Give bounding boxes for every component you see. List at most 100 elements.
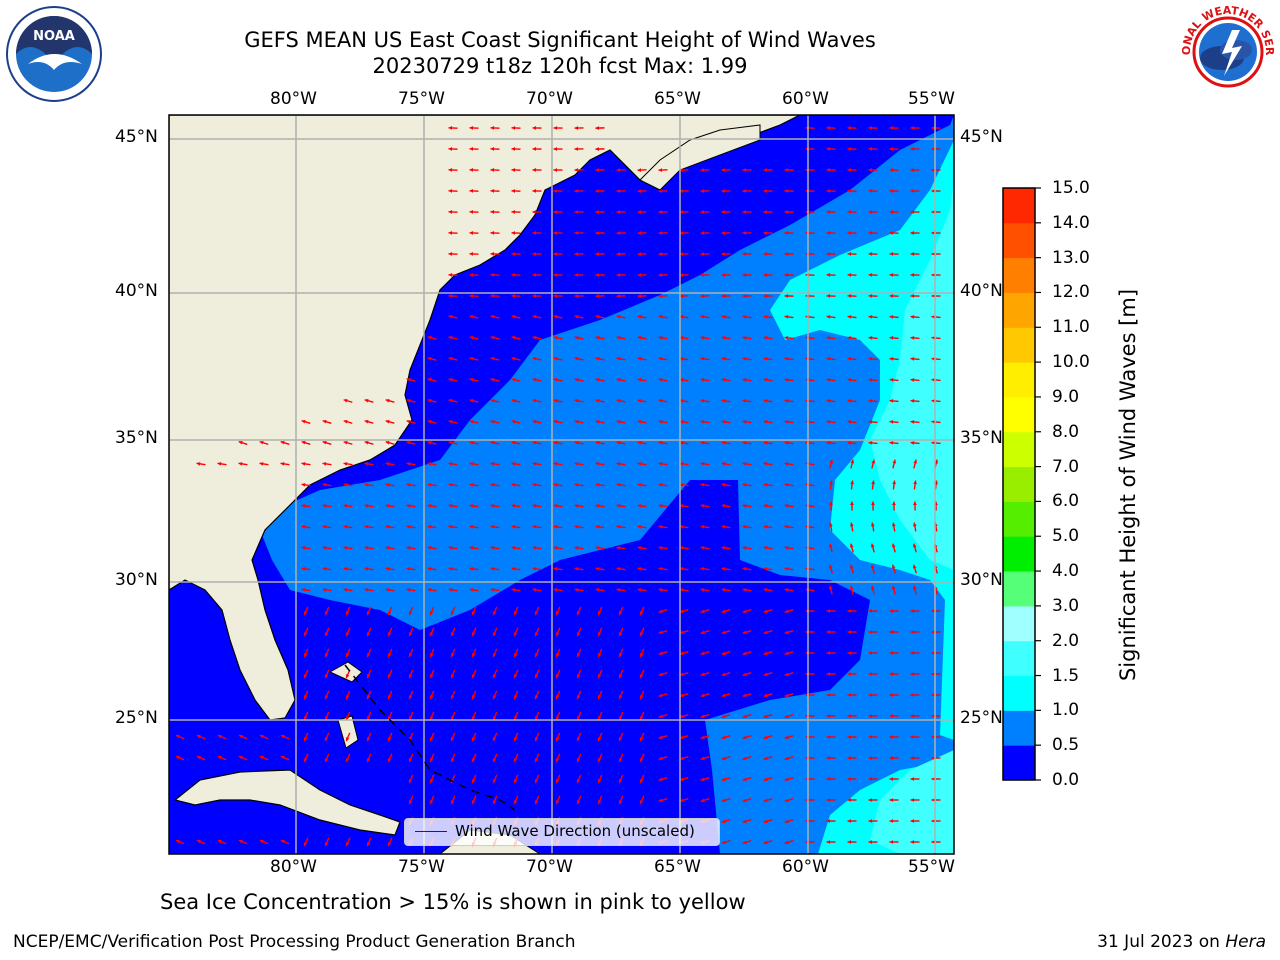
wave-direction-arrowhead [196,461,201,466]
wave-direction-arrowhead [847,777,852,781]
wave-direction-arrowhead [826,798,831,802]
wave-direction-arrowhead [597,758,602,763]
wave-direction-arrowhead [637,273,642,277]
wave-direction-arrowhead [303,611,308,616]
wave-direction-arrowhead [784,252,789,256]
wave-direction-arrowhead [910,314,915,319]
wave-direction-arrowhead [553,210,558,214]
lon-label-top: 60°W [782,89,829,109]
wave-direction-arrowhead [345,758,350,763]
wave-direction-arrowhead [616,419,621,424]
wave-direction-arrowhead [408,779,413,784]
wave-direction-arrowhead [492,611,497,616]
wave-direction-arrowhead [303,737,308,742]
wave-direction-arrowhead [553,273,558,277]
wave-direction-arrowhead [511,461,516,466]
wave-direction-arrowhead [553,168,558,172]
wave-direction-arrowhead [448,147,453,151]
wave-direction-arrowhead [490,126,495,130]
wave-direction-arrowhead [364,440,369,445]
wave-direction-arrowhead [217,734,222,739]
wave-direction-arrowhead [574,252,579,256]
wave-direction-arrowhead [574,419,579,424]
lon-label-bottom: 65°W [654,857,701,877]
wave-direction-arrowhead [910,231,915,235]
wave-direction-arrowhead [828,543,833,548]
wave-direction-arrowhead [679,210,684,214]
wave-direction-arrowhead [721,524,726,529]
wave-direction-arrowhead [448,210,453,214]
colorbar-tick-label: 1.5 [1052,665,1080,686]
wave-direction-arrowhead [868,314,873,319]
wave-direction-arrowhead [238,440,243,445]
wave-direction-arrowhead [639,653,644,658]
wave-direction-arrowhead [490,210,495,214]
wave-direction-arrowhead [784,210,789,214]
wave-direction-arrowhead [595,335,600,340]
wave-direction-arrowhead [742,840,747,845]
footer-host: Hera [1225,932,1266,952]
wave-direction-arrowhead [616,461,621,466]
wave-direction-arrowhead [637,168,642,172]
wave-direction-arrowhead [763,756,768,761]
wave-direction-arrowhead [700,440,705,445]
wave-direction-arrowhead [826,735,831,739]
wave-direction-arrowhead [616,524,621,529]
wave-direction-arrowhead [490,252,495,256]
lon-label-bottom: 55°W [908,857,955,877]
wave-direction-arrowhead [913,501,917,506]
wave-direction-arrowhead [679,314,684,319]
wave-direction-arrowhead [868,273,873,277]
wave-direction-arrowhead [595,566,600,571]
wave-direction-arrowhead [679,545,684,550]
noaa-logo: NOAA [6,6,102,102]
lon-label-top: 75°W [398,89,445,109]
wave-direction-arrowhead [870,585,875,590]
wave-direction-arrowhead [343,587,348,592]
wave-direction-arrowhead [784,273,789,277]
wave-direction-arrowhead [742,210,747,214]
wave-direction-arrowhead [427,461,432,466]
wave-direction-arrowhead [891,564,896,569]
wave-direction-arrowhead [364,398,369,403]
wave-direction-arrowhead [532,524,537,529]
wave-direction-arrowhead [931,651,936,655]
wave-direction-arrowhead [448,335,453,340]
wave-direction-arrowhead [658,482,663,487]
wave-direction-arrowhead [912,543,917,548]
wave-direction-arrowhead [448,461,453,466]
wave-direction-arrowhead [532,252,537,256]
wave-direction-arrowhead [597,674,602,679]
wave-direction-arrowhead [576,716,581,721]
wave-direction-arrowhead [322,524,327,529]
chart-title: GEFS MEAN US East Coast Significant Heig… [244,28,876,52]
lat-label-right: 45°N [960,127,1003,147]
wave-direction-arrowhead [763,524,768,529]
wave-direction-arrowhead [555,695,560,700]
wave-direction-arrowhead [679,273,684,277]
colorbar-segment [1003,536,1035,572]
wave-direction-arrowhead [427,398,432,403]
wave-direction-arrowhead [471,737,476,742]
wave-direction-arrowhead [238,839,243,844]
wave-direction-arrowhead [553,189,558,193]
wave-direction-arrowhead [742,273,747,277]
wave-direction-arrowhead [763,335,768,340]
wave-direction-arrowhead [595,377,600,382]
wave-direction-arrowhead [679,566,684,571]
wave-direction-arrowhead [826,210,831,214]
wave-direction-arrowhead [471,674,476,679]
wave-direction-arrowhead [534,800,539,805]
lat-label-right: 25°N [960,708,1003,728]
wave-direction-arrowhead [450,653,455,658]
wave-direction-arrowhead [892,501,896,506]
wave-direction-arrowhead [532,126,537,130]
lat-label-left: 40°N [115,281,158,301]
wave-direction-arrowhead [217,461,222,466]
lon-label-top: 65°W [654,89,701,109]
wave-direction-arrowhead [868,252,873,256]
wave-direction-arrowhead [385,566,390,571]
wave-direction-arrowhead [576,611,581,616]
wave-direction-arrowhead [639,716,644,721]
wave-direction-arrowhead [448,356,453,361]
